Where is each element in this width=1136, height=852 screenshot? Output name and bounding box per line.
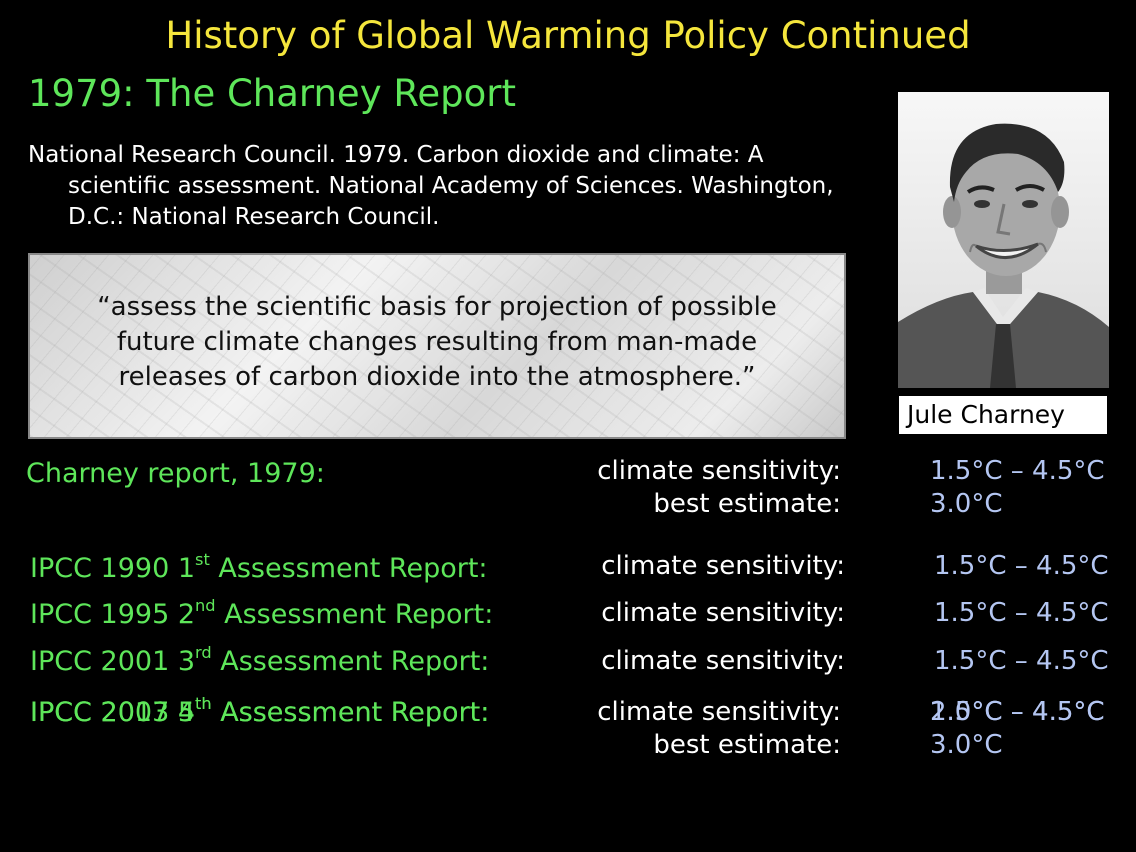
ipcc-1995-sensitivity-value: 1.5°C – 4.5°C <box>934 598 1109 628</box>
quote-line: “assess the scientific basis for project… <box>97 292 777 322</box>
ipcc-1990-sensitivity-label: climate sensitivity: <box>601 551 845 581</box>
ipcc-2007-sensitivity-value: 2.0°C – 4.5°C <box>930 697 1105 727</box>
ipcc-1990-sensitivity-value: 1.5°C – 4.5°C <box>934 551 1109 581</box>
ipcc-2007-best-value: 3.0°C <box>930 730 1003 760</box>
ipcc-2007-best-label: best estimate: <box>653 730 841 760</box>
photo-caption: Jule Charney <box>899 396 1107 434</box>
slide-title: History of Global Warming Policy Continu… <box>165 14 971 57</box>
ipcc-1990-label: IPCC 1990 1st Assessment Report: <box>30 549 488 584</box>
ipcc-2007-sensitivity-label: climate sensitivity: <box>597 697 841 727</box>
charney-sensitivity-label: climate sensitivity: <box>597 456 841 486</box>
portrait-photo <box>898 92 1109 388</box>
ipcc-2001-label: IPCC 2001 3rd Assessment Report: <box>30 642 490 677</box>
ipcc-2013-label: IPCC 2013 5th Assessment Report: <box>30 693 490 728</box>
portrait-illustration <box>898 92 1109 388</box>
ipcc-1995-label: IPCC 1995 2nd Assessment Report: <box>30 595 494 630</box>
quote-box <box>28 253 846 439</box>
citation-line: D.C.: National Research Council. <box>68 204 440 230</box>
charney-best-value: 3.0°C <box>930 489 1003 519</box>
quote-line: future climate changes resulting from ma… <box>116 327 758 357</box>
charney-best-label: best estimate: <box>653 489 841 519</box>
charney-label: Charney report, 1979: <box>26 458 325 489</box>
citation-line: scientific assessment. National Academy … <box>68 173 834 199</box>
ipcc-2001-sensitivity-value: 1.5°C – 4.5°C <box>934 646 1109 676</box>
ipcc-2001-sensitivity-label: climate sensitivity: <box>601 646 845 676</box>
slide-subtitle: 1979: The Charney Report <box>28 72 517 115</box>
ipcc-1995-sensitivity-label: climate sensitivity: <box>601 598 845 628</box>
ipcc-2007-label: IPCC 2007 4th Assessment Report: <box>30 693 490 728</box>
charney-sensitivity-value: 1.5°C – 4.5°C <box>930 456 1105 486</box>
citation-line: National Research Council. 1979. Carbon … <box>28 142 764 168</box>
citation: National Research Council. 1979. Carbon … <box>28 140 898 233</box>
ipcc-2013-sensitivity-value: 1.5°C – 4.5°C <box>930 697 1105 727</box>
quote-text: “assess the scientific basis for project… <box>28 290 846 395</box>
quote-line: releases of carbon dioxide into the atmo… <box>118 362 756 392</box>
